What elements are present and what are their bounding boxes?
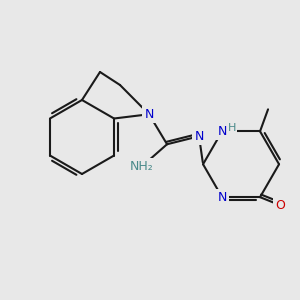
Text: N: N xyxy=(218,191,227,204)
Text: NH₂: NH₂ xyxy=(130,160,154,173)
Text: N: N xyxy=(194,130,204,143)
Text: O: O xyxy=(275,199,285,212)
Text: N: N xyxy=(144,108,154,121)
Text: N: N xyxy=(218,125,227,138)
Text: H: H xyxy=(228,123,236,133)
